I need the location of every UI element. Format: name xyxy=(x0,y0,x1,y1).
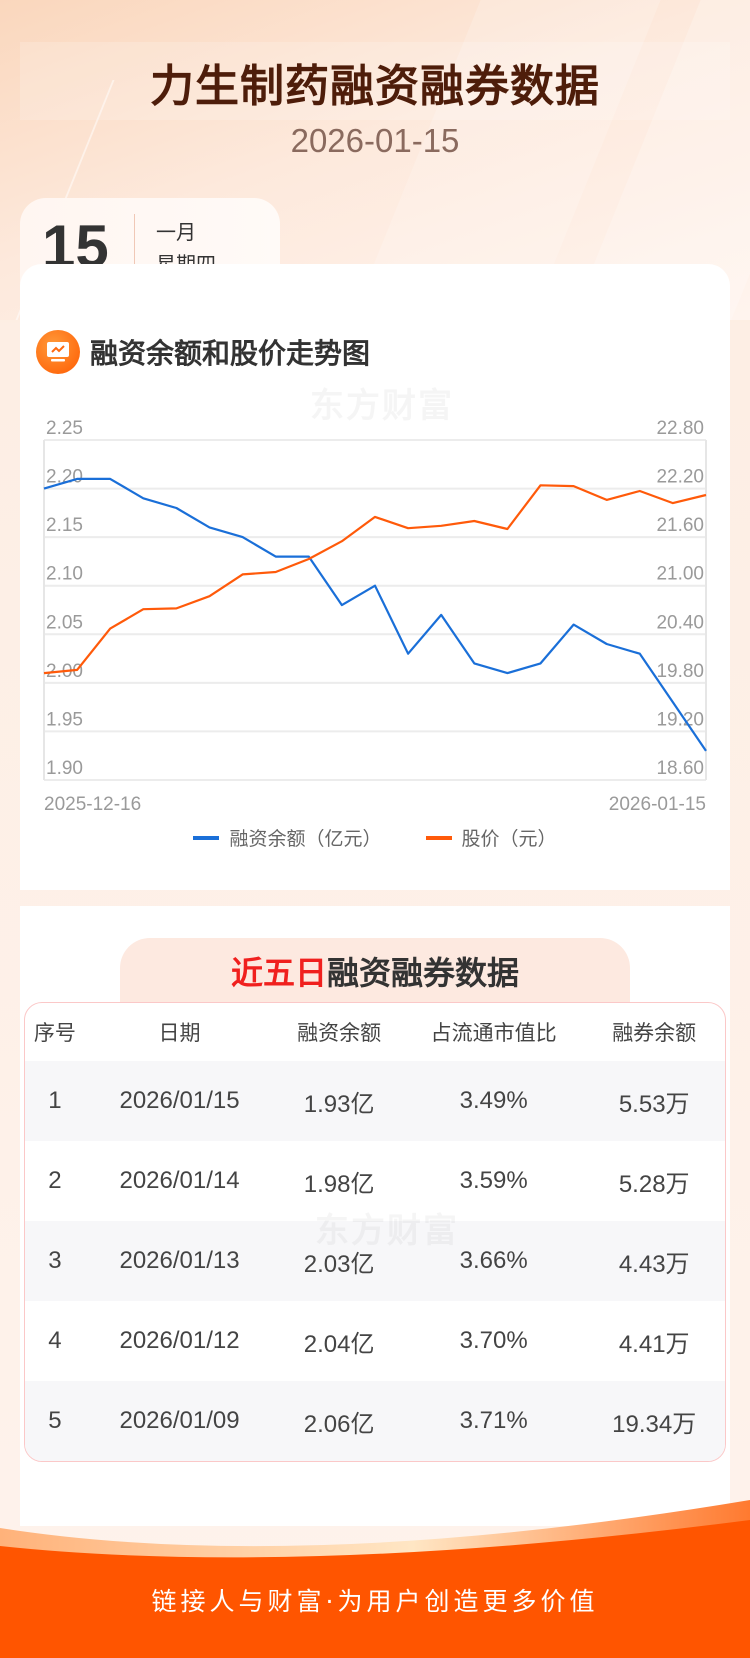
table-row: 4 2026/01/12 2.04亿 3.70% 4.41万 xyxy=(25,1301,725,1381)
cell-float-ratio: 3.71% xyxy=(459,1407,528,1434)
y-left-tick: 2.20 xyxy=(46,467,83,488)
y-right-tick: 21.60 xyxy=(656,515,704,536)
cell-short-balance: 5.53万 xyxy=(618,1090,690,1118)
col-header-float-ratio: 占流通市值比 xyxy=(430,1021,557,1045)
cell-float-ratio: 3.70% xyxy=(459,1327,528,1354)
cell-short-balance: 4.41万 xyxy=(618,1330,690,1358)
cell-date: 2026/01/13 xyxy=(119,1247,240,1274)
x-tick-end: 2026-01-15 xyxy=(609,794,706,814)
table-row: 3 2026/01/13 2.03亿 3.66% 4.43万 xyxy=(25,1221,725,1301)
cell-index: 2 xyxy=(48,1167,62,1194)
table-header-row: 序号 日期 融资余额 占流通市值比 融券余额 xyxy=(25,1003,725,1061)
watermark: 东方财富 xyxy=(310,378,454,427)
col-header-date: 日期 xyxy=(158,1021,201,1045)
y-right-tick: 19.80 xyxy=(656,661,704,682)
legend-label: 股价（元） xyxy=(461,828,557,850)
col-header-short-balance: 融券余额 xyxy=(612,1021,697,1045)
y-right-tick: 22.20 xyxy=(656,467,704,488)
cell-float-ratio: 3.66% xyxy=(459,1247,528,1274)
page-date: 2026-01-15 xyxy=(290,122,460,159)
chart-canvas: 2.25 22.80 2.20 22.20 2.15 21.60 2.10 21.00 2.05… xyxy=(43,418,707,814)
table-title-highlight: 近五日 xyxy=(230,954,327,992)
month-label: 一月 xyxy=(156,220,196,244)
y-right-tick: 21.00 xyxy=(656,564,704,585)
title-band xyxy=(20,42,730,120)
table-row: 1 2026/01/15 1.93亿 3.49% 5.53万 xyxy=(25,1061,725,1141)
chart-monitor-icon xyxy=(36,330,80,374)
date-divider xyxy=(134,214,135,278)
chart-card: 融资余额和股价走势图 2.25 22.80 2.20 22.20 2.15 21.60 2.… xyxy=(20,264,730,890)
table-row: 2 2026/01/14 1.98亿 3.59% 5.28万 xyxy=(25,1141,725,1221)
y-left-tick: 2.10 xyxy=(46,564,83,585)
footer: 链接人与财富·为用户创造更多价值 xyxy=(0,1480,750,1658)
y-right-tick: 22.80 xyxy=(656,418,704,439)
y-left-tick: 1.90 xyxy=(46,758,83,779)
cell-date: 2026/01/14 xyxy=(119,1167,240,1194)
cell-date: 2026/01/12 xyxy=(119,1327,240,1354)
y-left-tick: 1.95 xyxy=(46,709,83,730)
cell-index: 5 xyxy=(48,1407,62,1434)
cell-index: 1 xyxy=(48,1087,62,1114)
footer-wave xyxy=(0,1500,750,1658)
table-row: 5 2026/01/09 2.06亿 3.71% 19.34万 xyxy=(25,1381,725,1461)
cell-short-balance: 19.34万 xyxy=(612,1410,697,1438)
legend-item-stock-price[interactable]: 股价（元） xyxy=(425,824,557,851)
chart-legend: 融资余额（亿元） 股价（元） xyxy=(20,824,730,851)
footer-slogan: 链接人与财富·为用户创造更多价值 xyxy=(151,1587,599,1616)
cell-date: 2026/01/09 xyxy=(119,1407,240,1434)
legend-swatch-orange xyxy=(425,835,452,840)
cell-margin-balance: 1.93亿 xyxy=(303,1090,375,1118)
cell-short-balance: 4.43万 xyxy=(618,1250,690,1278)
chart-section-header: 融资余额和股价走势图 xyxy=(36,330,370,374)
margin-data-table: 序号 日期 融资余额 占流通市值比 融券余额 1 2026/01/15 1.93… xyxy=(24,1002,726,1462)
series-line xyxy=(43,484,707,675)
watermark: 东方财富 xyxy=(315,1203,459,1252)
table-card: 近五日融资融券数据 序号 日期 融资余额 占流通市值比 融券余额 1 2026/… xyxy=(20,906,730,1526)
cell-margin-balance: 2.06亿 xyxy=(303,1410,375,1438)
cell-index: 3 xyxy=(48,1247,62,1274)
legend-label: 融资余额（亿元） xyxy=(229,828,382,850)
col-header-index: 序号 xyxy=(33,1021,76,1045)
chart-title: 融资余额和股价走势图 xyxy=(90,337,371,370)
y-right-tick: 19.20 xyxy=(656,709,704,730)
y-right-tick: 20.40 xyxy=(656,612,704,633)
y-left-tick: 2.05 xyxy=(46,612,83,633)
y-left-tick: 2.15 xyxy=(46,515,83,536)
col-header-margin-balance: 融资余额 xyxy=(297,1021,382,1045)
cell-float-ratio: 3.59% xyxy=(459,1167,528,1194)
legend-swatch-blue xyxy=(193,835,220,840)
page-title: 力生制药融资融券数据 xyxy=(150,61,600,112)
cell-margin-balance: 2.04亿 xyxy=(303,1330,375,1358)
legend-item-margin-balance[interactable]: 融资余额（亿元） xyxy=(193,824,382,851)
table-title: 近五日融资融券数据 xyxy=(120,948,630,994)
line-chart: 2.25 22.80 2.20 22.20 2.15 21.60 2.10 21.00 2.05… xyxy=(20,386,730,834)
series-line xyxy=(43,477,707,752)
table-title-rest: 融资融券数据 xyxy=(327,954,520,992)
cell-short-balance: 5.28万 xyxy=(618,1170,690,1198)
x-tick-start: 2025-12-16 xyxy=(44,794,141,814)
y-left-tick: 2.25 xyxy=(46,418,83,439)
cell-margin-balance: 1.98亿 xyxy=(303,1170,375,1198)
cell-date: 2026/01/15 xyxy=(119,1087,240,1114)
cell-float-ratio: 3.49% xyxy=(459,1087,528,1114)
y-right-tick: 18.60 xyxy=(656,758,704,779)
cell-index: 4 xyxy=(48,1327,62,1354)
cell-margin-balance: 2.03亿 xyxy=(303,1250,375,1278)
